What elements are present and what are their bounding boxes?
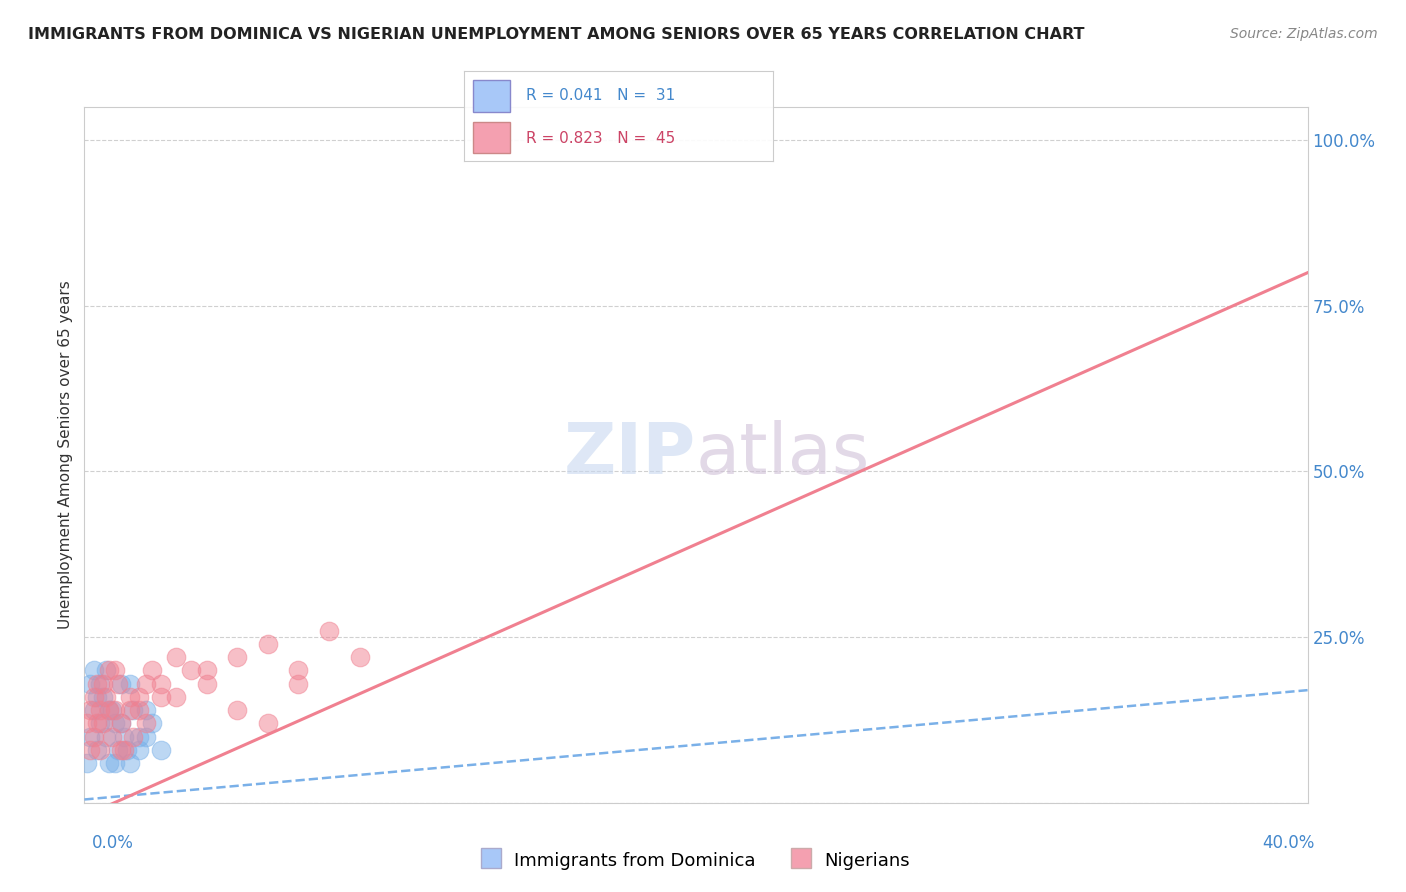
Point	[97, 703, 120, 717]
Point	[122, 730, 145, 744]
Point	[91, 690, 114, 704]
Point	[110, 716, 132, 731]
Point	[76, 756, 98, 770]
FancyBboxPatch shape	[474, 122, 510, 153]
Point	[79, 743, 101, 757]
Point	[120, 690, 142, 704]
Y-axis label: Unemployment Among Seniors over 65 years: Unemployment Among Seniors over 65 years	[58, 281, 73, 629]
Text: R = 0.823   N =  45: R = 0.823 N = 45	[526, 131, 675, 145]
Point	[101, 703, 124, 717]
Point	[128, 690, 150, 704]
Point	[226, 703, 249, 717]
Point	[122, 703, 145, 717]
Point	[94, 663, 117, 677]
Point	[149, 743, 172, 757]
Text: atlas: atlas	[696, 420, 870, 490]
Point	[318, 624, 340, 638]
Point	[180, 663, 202, 677]
Point	[107, 676, 129, 690]
Point	[120, 756, 142, 770]
Point	[149, 676, 172, 690]
Point	[83, 730, 105, 744]
Point	[83, 663, 105, 677]
Text: Source: ZipAtlas.com: Source: ZipAtlas.com	[1230, 27, 1378, 41]
Point	[257, 637, 280, 651]
Point	[94, 690, 117, 704]
Point	[89, 676, 111, 690]
Point	[86, 690, 108, 704]
Point	[83, 690, 105, 704]
Point	[86, 743, 108, 757]
Point	[120, 676, 142, 690]
Point	[89, 716, 111, 731]
Point	[141, 716, 163, 731]
FancyBboxPatch shape	[474, 80, 510, 112]
Point	[165, 690, 187, 704]
Point	[76, 716, 98, 731]
Point	[110, 676, 132, 690]
Point	[91, 716, 114, 731]
Point	[79, 730, 101, 744]
Point	[86, 676, 108, 690]
Point	[128, 703, 150, 717]
Point	[141, 663, 163, 677]
Point	[86, 716, 108, 731]
Point	[110, 716, 132, 731]
Legend: Immigrants from Dominica, Nigerians: Immigrants from Dominica, Nigerians	[475, 844, 917, 877]
Point	[135, 730, 157, 744]
Point	[165, 650, 187, 665]
Point	[104, 716, 127, 731]
Point	[112, 730, 135, 744]
Text: 0.0%: 0.0%	[91, 834, 134, 852]
Point	[107, 743, 129, 757]
Point	[128, 730, 150, 744]
Point	[104, 663, 127, 677]
Point	[135, 716, 157, 731]
Point	[128, 743, 150, 757]
Point	[135, 676, 157, 690]
Point	[120, 703, 142, 717]
Point	[104, 703, 127, 717]
Point	[149, 690, 172, 704]
Point	[97, 703, 120, 717]
Point	[101, 730, 124, 744]
Point	[89, 703, 111, 717]
Point	[104, 756, 127, 770]
Point	[287, 676, 309, 690]
Point	[135, 703, 157, 717]
Point	[195, 676, 218, 690]
Text: 40.0%: 40.0%	[1263, 834, 1315, 852]
Point	[79, 703, 101, 717]
Point	[110, 743, 132, 757]
Point	[97, 756, 120, 770]
Point	[195, 663, 218, 677]
Point	[89, 743, 111, 757]
Point	[257, 716, 280, 731]
Text: R = 0.041   N =  31: R = 0.041 N = 31	[526, 88, 675, 103]
Point	[79, 676, 101, 690]
Point	[83, 703, 105, 717]
Point	[94, 730, 117, 744]
Point	[226, 650, 249, 665]
Point	[91, 676, 114, 690]
Point	[349, 650, 371, 665]
Point	[97, 663, 120, 677]
Point	[112, 743, 135, 757]
Point	[115, 743, 138, 757]
Text: IMMIGRANTS FROM DOMINICA VS NIGERIAN UNEMPLOYMENT AMONG SENIORS OVER 65 YEARS CO: IMMIGRANTS FROM DOMINICA VS NIGERIAN UNE…	[28, 27, 1084, 42]
Point	[287, 663, 309, 677]
Text: ZIP: ZIP	[564, 420, 696, 490]
Point	[471, 133, 494, 147]
